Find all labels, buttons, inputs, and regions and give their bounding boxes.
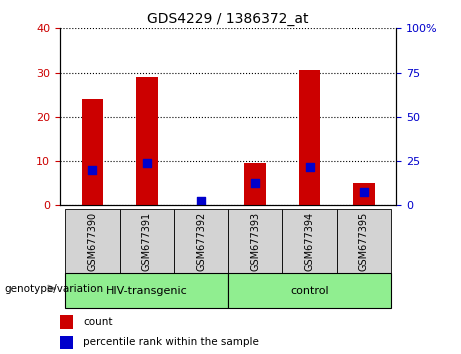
Bar bbox=[174, 209, 228, 273]
Point bbox=[89, 167, 96, 173]
Point bbox=[306, 164, 313, 170]
Text: GSM677391: GSM677391 bbox=[142, 211, 152, 271]
Bar bbox=[60, 315, 73, 329]
Bar bbox=[337, 209, 391, 273]
Text: count: count bbox=[83, 317, 113, 327]
Bar bbox=[82, 99, 103, 205]
Bar bbox=[136, 77, 158, 205]
Point bbox=[143, 160, 150, 166]
Bar bbox=[228, 209, 283, 273]
Bar bbox=[65, 273, 228, 308]
Text: genotype/variation: genotype/variation bbox=[5, 284, 104, 293]
Text: GSM677395: GSM677395 bbox=[359, 211, 369, 271]
Bar bbox=[228, 273, 391, 308]
Point bbox=[252, 180, 259, 186]
Title: GDS4229 / 1386372_at: GDS4229 / 1386372_at bbox=[148, 12, 309, 26]
Point bbox=[197, 198, 205, 204]
Bar bbox=[65, 209, 120, 273]
Bar bbox=[353, 183, 375, 205]
Text: control: control bbox=[290, 286, 329, 296]
Text: GSM677394: GSM677394 bbox=[305, 211, 314, 271]
Text: GSM677392: GSM677392 bbox=[196, 211, 206, 271]
Bar bbox=[60, 336, 73, 349]
Text: GSM677393: GSM677393 bbox=[250, 211, 260, 271]
Text: GSM677390: GSM677390 bbox=[88, 211, 97, 271]
Bar bbox=[120, 209, 174, 273]
Bar bbox=[299, 70, 320, 205]
Text: HIV-transgenic: HIV-transgenic bbox=[106, 286, 188, 296]
Text: percentile rank within the sample: percentile rank within the sample bbox=[83, 337, 260, 348]
Bar bbox=[244, 163, 266, 205]
Point bbox=[360, 189, 367, 195]
Bar bbox=[283, 209, 337, 273]
